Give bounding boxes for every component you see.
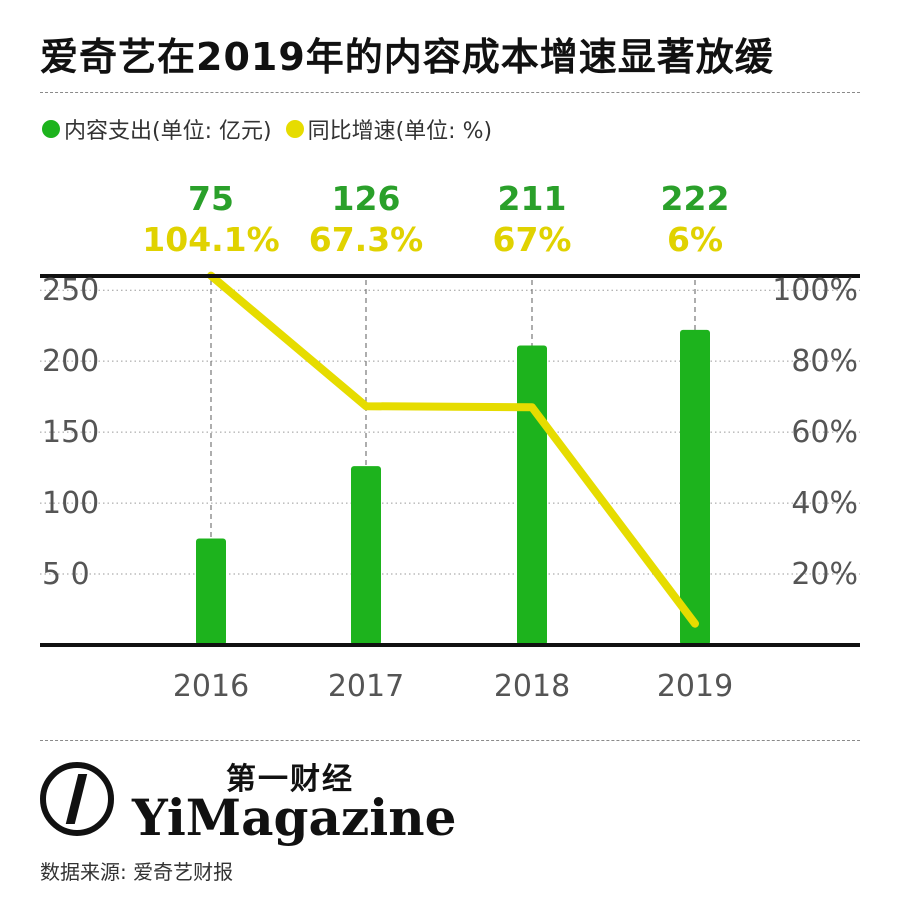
right-tick-label: 80% [791, 344, 858, 379]
bar-value-label: 75 [188, 179, 234, 218]
right-tick-label: 40% [791, 486, 858, 521]
bar-value-label: 211 [498, 179, 567, 218]
legend-item-growth: 同比增速(单位: %) [285, 113, 493, 145]
brand-english: YiMagazine [132, 788, 457, 847]
legend: 内容支出(单位: 亿元) 同比增速(单位: %) [42, 113, 506, 145]
bar-value-label: 222 [661, 179, 730, 218]
growth-rate-label: 67% [493, 220, 572, 259]
right-tick-label: 20% [791, 557, 858, 592]
footer-divider [40, 740, 860, 741]
growth-rate-label: 67.3% [309, 220, 424, 259]
title-divider [40, 92, 860, 93]
growth-rate-label: 6% [667, 220, 723, 259]
left-tick-label: 150 [42, 415, 99, 450]
x-tick-label: 2019 [657, 669, 733, 704]
right-tick-label: 60% [791, 415, 858, 450]
bar [351, 466, 381, 645]
x-tick-label: 2016 [173, 669, 249, 704]
right-tick-label: 100% [772, 273, 858, 308]
legend-item-spending: 内容支出(单位: 亿元) [42, 113, 272, 145]
legend-label-spending: 内容支出(单位: 亿元) [64, 119, 272, 144]
left-tick-label: 5 0 [42, 557, 90, 592]
data-source: 数据来源: 爱奇艺财报 [40, 860, 234, 884]
chart-title: 爱奇艺在2019年的内容成本增速显著放缓 [40, 35, 774, 79]
bar [196, 538, 226, 645]
legend-label-growth: 同比增速(单位: %) [307, 119, 493, 144]
left-tick-label: 250 [42, 273, 99, 308]
x-tick-label: 2017 [328, 669, 404, 704]
left-tick-label: 100 [42, 486, 99, 521]
left-tick-label: 200 [42, 344, 99, 379]
growth-rate-label: 104.1% [142, 220, 279, 259]
legend-green-dot-icon [42, 120, 60, 138]
legend-yellow-dot-icon [285, 120, 304, 138]
bar [680, 329, 710, 645]
bar-value-label: 126 [332, 179, 401, 218]
bar [517, 345, 547, 645]
brand-chinese: 第一财经 [226, 762, 354, 797]
x-tick-label: 2018 [494, 669, 570, 704]
yimagazine-logo-icon [40, 762, 114, 836]
growth-line [207, 271, 699, 628]
